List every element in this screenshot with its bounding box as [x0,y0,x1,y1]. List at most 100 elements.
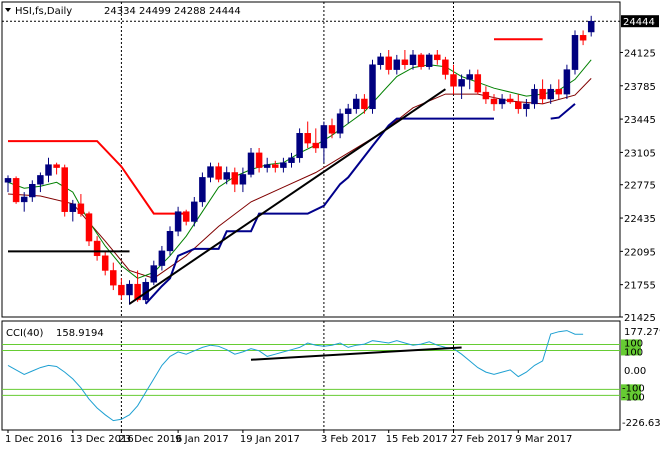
date-tick-label: 23 Dec 2016 [118,434,182,445]
candle-body [223,172,230,180]
date-tick-label: 27 Feb 2017 [451,434,513,445]
candle-body [12,178,20,203]
candle-body [425,54,433,67]
price-tick-label: 22775 [624,181,656,192]
candle-body [110,270,117,286]
candle-body [417,54,425,67]
candle-body [239,174,247,185]
candle-body [255,152,263,168]
candle-body [247,152,255,175]
support-line [144,117,494,305]
candle-body [312,142,320,149]
date-tick-label: 15 Feb 2017 [386,434,448,445]
candle-body [207,166,214,178]
candle-body [409,54,417,65]
candle-body [280,162,287,168]
cci-tick-label: -226.633 [622,418,660,429]
symbol-label: HSI,fs,Daily [15,6,72,17]
dropdown-triangle-icon[interactable] [5,8,11,12]
chart-header: HSI,fs,Daily 24334 24499 24288 24444 [5,6,241,17]
candle-body [296,133,303,159]
date-tick-label: 1 Dec 2016 [5,434,63,445]
current-price-label: 24444 [623,17,655,28]
candle-body [482,91,490,100]
candle-body [263,164,271,168]
date-tick-label: 9 Jan 2017 [175,434,229,445]
price-tick-label: 22095 [624,247,656,258]
candle-body [336,113,344,134]
candle-body [587,20,595,33]
support-lines [144,103,576,305]
candle-body [272,164,279,168]
cci-series [7,330,584,422]
support-line [550,103,576,120]
candle-body [393,59,401,70]
candle-body [199,177,206,203]
candle-body [571,35,579,70]
candle-body [466,74,473,80]
candle-body [434,54,441,61]
candle-body [77,203,85,214]
candle-body [401,59,409,65]
candle-body [328,125,336,134]
cci-tick-label: 0.00 [624,366,646,377]
price-tick-label: 21425 [624,313,656,324]
candle-body [126,283,133,296]
candle-body [377,56,384,65]
candle-body [531,88,538,105]
candle-body [53,164,60,168]
candle-body [191,201,198,222]
candle-body [69,203,77,212]
candle-body [93,240,101,257]
candle-body [134,283,141,301]
candle-body [385,56,392,70]
candle-body [158,250,166,266]
candle-body [361,98,368,110]
candle-body [174,211,182,232]
cci-level-label: 100 [624,347,643,358]
cci-header: CCI(40) 158.9194 [6,328,104,339]
candle-body [320,125,328,149]
stop-line [8,140,187,215]
candle-body [458,79,465,87]
candlesticks [4,15,595,305]
candle-body [150,265,158,283]
date-tick-label: 3 Feb 2017 [321,434,377,445]
cci-level-box [621,384,641,401]
candle-body [166,231,174,252]
candle-body [215,166,222,180]
price-tick-label: 22435 [624,214,656,225]
cci-trendline [250,346,462,361]
candle-body [474,74,482,93]
trendline [128,88,446,305]
date-tick-label: 19 Jan 2017 [240,434,300,445]
candle-body [498,98,506,105]
price-tick-label: 23445 [624,115,656,126]
price-tick-label: 23785 [624,82,656,93]
cci-level-lines [2,343,620,396]
candle-body [539,88,546,100]
cci-level-label: -100 [622,383,645,394]
candle-body [490,98,498,105]
price-tick-label: 24125 [624,48,656,59]
date-tick-label: 9 Mar 2017 [515,434,572,445]
cci-value: 158.9194 [56,328,104,339]
ohlc-values: 24334 24499 24288 24444 [104,6,241,17]
candle-body [369,64,376,110]
candle-body [85,213,93,242]
candle-body [442,59,449,75]
candle-body [101,255,109,271]
candle-body [344,108,352,114]
cci-tick-label: 177.2791 [624,327,660,338]
date-tick-label: 13 Dec 2016 [70,434,134,445]
candle-body [579,35,587,41]
candle-body [29,183,36,198]
candle-body [4,178,12,183]
candle-body [563,69,571,95]
candle-body [61,167,68,212]
candle-body [45,164,52,176]
candle-body [450,74,457,87]
candle-body [547,88,554,100]
price-tick-label: 21755 [624,281,656,292]
